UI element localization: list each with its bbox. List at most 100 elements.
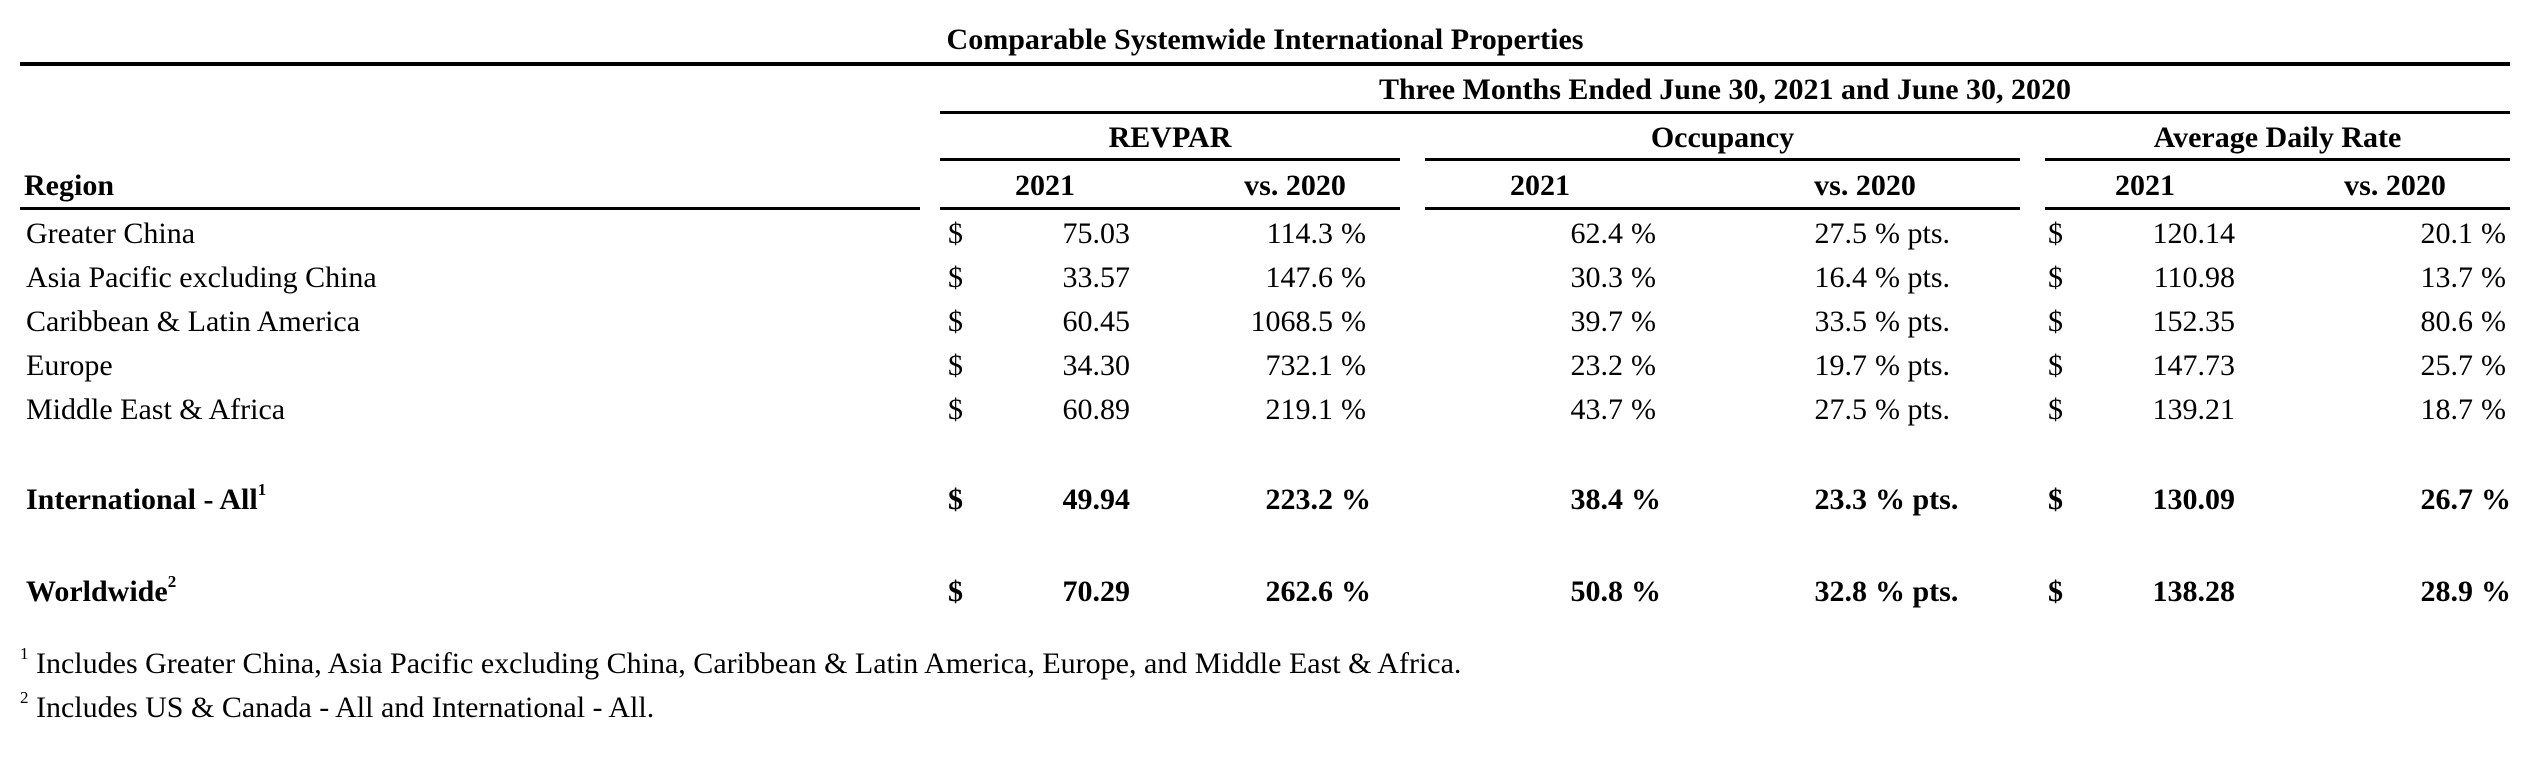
currency-symbol: $ — [2048, 217, 2063, 250]
table-row-region: Europe — [26, 348, 113, 384]
unit-label: % — [2481, 393, 2506, 426]
region-label: Middle East & Africa — [26, 393, 286, 426]
title-rule — [20, 62, 2510, 66]
table-row-occ-value: 62.4 — [1570, 217, 1624, 250]
currency-symbol: $ — [2048, 261, 2063, 294]
currency-symbol: $ — [948, 217, 963, 250]
footnote-2: 2 Includes US & Canada - All and Interna… — [20, 688, 655, 726]
unit-label: % pts. — [1875, 393, 1950, 426]
group-header-revpar: REVPAR — [1108, 121, 1232, 154]
occupancy-columns-rule — [1425, 207, 2020, 210]
footnote-1: 1 Includes Greater China, Asia Pacific e… — [20, 644, 1461, 682]
group-rule-revpar — [940, 158, 1400, 161]
table-row-revpar-vs-value: 114.3 — [1266, 217, 1333, 250]
adr-vs-header: vs. 2020 — [2344, 169, 2446, 202]
region-label: Asia Pacific excluding China — [26, 261, 377, 294]
currency-symbol: $ — [2048, 305, 2063, 338]
table-row-revpar-vs-value: 147.6 — [1265, 261, 1334, 294]
table-row-adr-value: 120.14 — [2152, 217, 2236, 250]
unit-label: % — [1341, 575, 1371, 608]
occupancy-vs-header: vs. 2020 — [1814, 169, 1916, 202]
table-row-occ-vs-value: 27.5 — [1814, 393, 1868, 426]
table-row-adr-vs-value: 20.1 — [2420, 217, 2474, 250]
unit-label: % pts. — [1875, 217, 1950, 250]
table-row-revpar-vs-value: 732.1 — [1265, 349, 1334, 382]
unit-label: % pts. — [1875, 305, 1950, 338]
unit-label: % pts. — [1875, 575, 1959, 608]
group-rule-adr — [2045, 158, 2510, 161]
footnote-2-mark: 2 — [20, 688, 29, 707]
unit-label: % pts. — [1875, 349, 1950, 382]
table-row-revpar-value: 75.03 — [1062, 217, 1131, 250]
total-row-adr-vs-value: 28.9 — [2420, 575, 2474, 608]
footnote-2-text: Includes US & Canada - All and Internati… — [36, 691, 655, 724]
total-row-revpar-vs-value: 262.6 — [1265, 575, 1334, 608]
unit-label: % — [1341, 349, 1366, 382]
total-row-region: International - All1 — [26, 480, 267, 518]
total-row-adr-value: 130.09 — [2152, 483, 2236, 516]
total-row-adr-vs-value: 26.7 — [2420, 483, 2474, 516]
currency-symbol: $ — [948, 349, 963, 382]
region-label: Caribbean & Latin America — [26, 305, 361, 338]
table-row-occ-vs-value: 27.5 — [1814, 217, 1868, 250]
footnote-1-mark: 1 — [20, 644, 29, 663]
currency-symbol: $ — [2048, 349, 2063, 382]
table-row-region: Asia Pacific excluding China — [26, 260, 377, 296]
region-footnote-mark: 1 — [257, 480, 267, 499]
unit-label: % — [1631, 483, 1661, 516]
total-row-region: Worldwide2 — [26, 572, 177, 610]
region-label: Greater China — [26, 217, 196, 250]
currency-symbol: $ — [948, 483, 963, 516]
unit-label: % — [1341, 483, 1371, 516]
table-row-adr-value: 152.35 — [2152, 305, 2236, 338]
unit-label: % — [1341, 393, 1366, 426]
currency-symbol: $ — [948, 393, 963, 426]
adr-columns-rule — [2045, 207, 2510, 210]
unit-label: % pts. — [1875, 261, 1950, 294]
group-rule-occupancy — [1425, 158, 2020, 161]
unit-label: % — [1341, 261, 1366, 294]
total-row-revpar-vs-value: 223.2 — [1265, 483, 1334, 516]
unit-label: % — [1341, 217, 1366, 250]
table-row-adr-value: 110.98 — [2153, 261, 2235, 294]
occupancy-2021-header: 2021 — [1510, 169, 1570, 202]
unit-label: % — [2481, 305, 2506, 338]
table-row-adr-vs-value: 18.7 — [2420, 393, 2474, 426]
unit-label: % — [2481, 217, 2506, 250]
table-row-occ-value: 43.7 — [1570, 393, 1624, 426]
region-header-rule — [20, 207, 920, 210]
table-row-region: Caribbean & Latin America — [26, 304, 360, 340]
group-header-occupancy: Occupancy — [1650, 121, 1795, 154]
total-row-revpar-value: 70.29 — [1062, 575, 1131, 608]
table-row-adr-vs-value: 25.7 — [2420, 349, 2474, 382]
table-row-adr-value: 139.21 — [2152, 393, 2236, 426]
table-row-occ-vs-value: 16.4 — [1814, 261, 1868, 294]
revpar-2021-header: 2021 — [1015, 169, 1075, 202]
page-title: Comparable Systemwide International Prop… — [946, 23, 1584, 56]
currency-symbol: $ — [2048, 393, 2063, 426]
period-header: Three Months Ended June 30, 2021 and Jun… — [1378, 73, 2072, 106]
currency-symbol: $ — [2048, 575, 2063, 608]
revpar-vs-header: vs. 2020 — [1244, 169, 1346, 202]
region-footnote-mark: 2 — [167, 572, 177, 591]
unit-label: % pts. — [1875, 483, 1959, 516]
table-row-occ-vs-value: 19.7 — [1814, 349, 1868, 382]
adr-2021-header: 2021 — [2115, 169, 2175, 202]
group-header-adr: Average Daily Rate — [2153, 121, 2402, 154]
table-row-adr-vs-value: 80.6 — [2420, 305, 2474, 338]
table-row-occ-value: 39.7 — [1570, 305, 1624, 338]
table-row-region: Greater China — [26, 216, 195, 252]
currency-symbol: $ — [948, 305, 963, 338]
period-header-rule — [940, 111, 2510, 114]
unit-label: % — [1631, 575, 1661, 608]
total-row-occ-value: 50.8 — [1570, 575, 1624, 608]
region-header: Region — [24, 169, 114, 202]
unit-label: % — [1631, 217, 1656, 250]
unit-label: % — [1341, 305, 1366, 338]
revpar-columns-rule — [940, 207, 1400, 210]
total-row-revpar-value: 49.94 — [1062, 483, 1131, 516]
unit-label: % — [1631, 305, 1656, 338]
total-row-occ-vs-value: 23.3 — [1814, 483, 1868, 516]
unit-label: % — [2481, 261, 2506, 294]
table-row-region: Middle East & Africa — [26, 392, 285, 428]
